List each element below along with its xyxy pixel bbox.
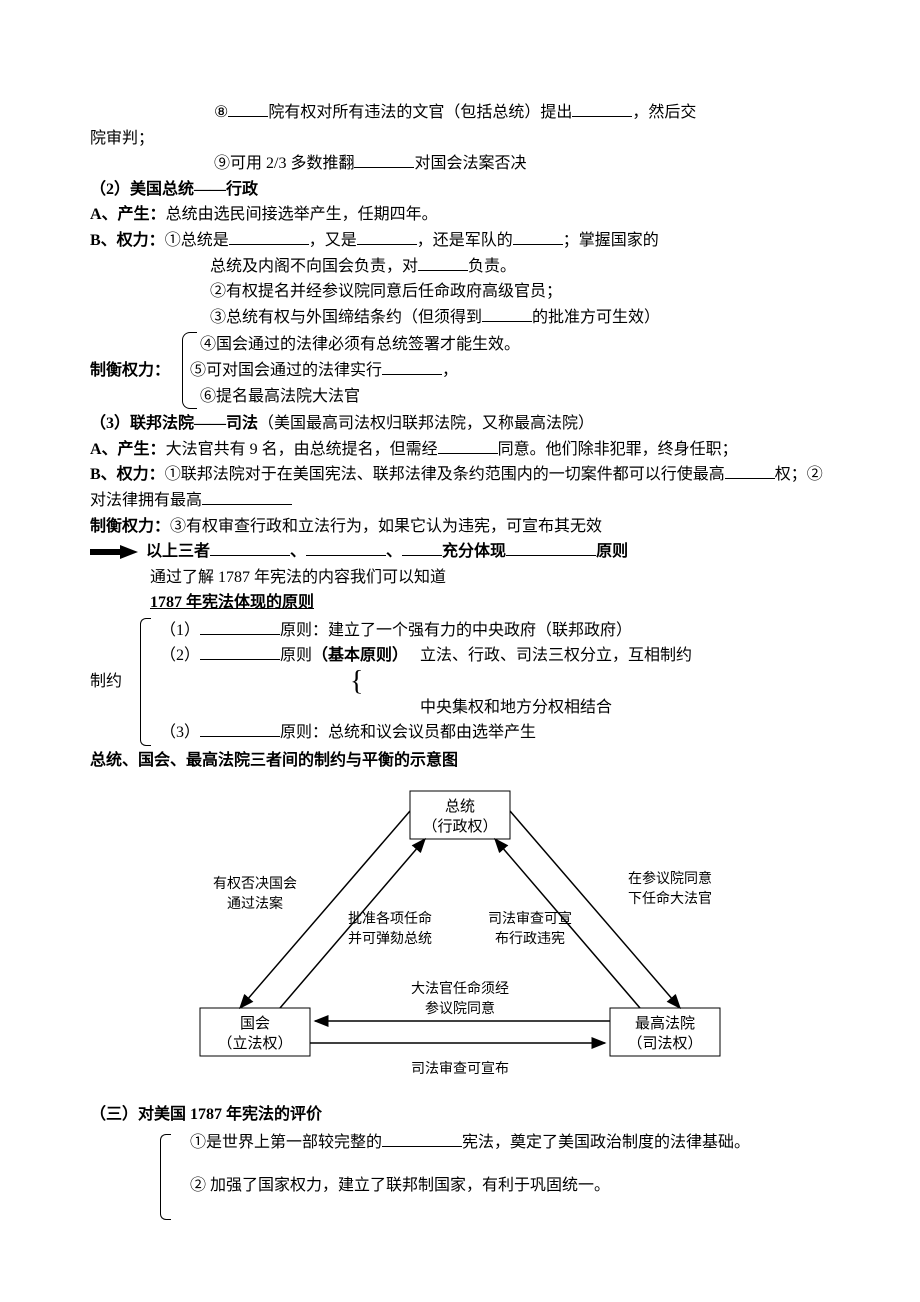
sec2-balance-group: ④国会通过的法律必须有总统签署才能生效。 制衡权力：⑤可对国会通过的法律实行， … xyxy=(90,332,830,409)
sec2-a: A、产生：总统由选民间接选举产生，任期四年。 xyxy=(90,202,830,228)
svg-text:批准各项任命: 批准各项任命 xyxy=(348,910,432,927)
arrow-right-icon xyxy=(120,545,138,559)
svg-text:（行政权）: （行政权） xyxy=(422,818,497,835)
svg-text:布行政违宪: 布行政违宪 xyxy=(495,930,565,947)
line-8b: 院审判； xyxy=(90,126,830,152)
eval-title: （三）对美国 1787 年宪法的评价 xyxy=(90,1102,830,1128)
svg-text:司法审查可宣布: 司法审查可宣布 xyxy=(411,1061,509,1077)
arrow-bar-icon xyxy=(90,549,120,555)
svg-text:司法审查可宣: 司法审查可宣 xyxy=(488,911,572,927)
diagram-title: 总统、国会、最高法院三者间的制约与平衡的示意图 xyxy=(90,748,830,774)
line-9: ⑨可用 2/3 多数推翻对国会法案否决 xyxy=(90,151,830,177)
principles-group: （1）原则：建立了一个强有力的中央政府（联邦政府） （2）原则（基本原则） 立法… xyxy=(90,618,830,746)
section-2-title: （2）美国总统——行政 xyxy=(90,177,830,203)
svg-text:最高法院: 最高法院 xyxy=(635,1014,695,1032)
svg-text:（立法权）: （立法权） xyxy=(217,1035,292,1052)
principles-title: 1787 年宪法体现的原则 xyxy=(90,590,830,616)
svg-text:并可弹劾总统: 并可弹劾总统 xyxy=(348,931,432,947)
brace-icon: { xyxy=(350,672,363,692)
sec2-b2: ②有权提名并经参议院同意后任命政府高级官员； xyxy=(90,279,830,305)
svg-text:总统: 总统 xyxy=(445,798,475,815)
summary-line: 以上三者、、充分体现原则 xyxy=(90,539,830,565)
svg-text:大法官任命须经: 大法官任命须经 xyxy=(411,980,509,997)
line-8: ⑧院有权对所有违法的文官（包括总统）提出，然后交 xyxy=(90,100,830,126)
eval-group: ①是世界上第一部较完整的宪法，奠定了美国政治制度的法律基础。 ② 加强了国家权力… xyxy=(90,1130,830,1220)
svg-text:国会: 国会 xyxy=(240,1015,270,1032)
sec3-a: A、产生：大法官共有 9 名，由总统提名，但需经同意。他们除非犯罪，终身任职； xyxy=(90,437,830,463)
svg-text:有权否决国会: 有权否决国会 xyxy=(213,876,297,892)
section-3-title: （3）联邦法院——司法（美国最高司法权归联邦法院，又称最高法院） xyxy=(90,411,830,437)
sec2-b1: B、权力：①总统是，又是，还是军队的；掌握国家的 xyxy=(90,228,830,254)
sec2-b1b: 总统及内阁不向国会负责，对负责。 xyxy=(90,254,830,280)
summary-line2: 通过了解 1787 年宪法的内容我们可以知道 xyxy=(90,565,830,591)
svg-text:（司法权）: （司法权） xyxy=(627,1035,702,1052)
checks-balances-diagram: 总统 （行政权） 国会 （立法权） 最高法院 （司法权） 有权否决国会 通过法案… xyxy=(150,783,770,1092)
svg-text:下任命大法官: 下任命大法官 xyxy=(628,890,712,907)
svg-text:在参议院同意: 在参议院同意 xyxy=(628,870,712,887)
sec2-b3: ③总统有权与外国缔结条约（但须得到的批准方可生效） xyxy=(90,305,830,331)
sec3-balance: 制衡权力：③有权审查行政和立法行为，如果它认为违宪，可宣布其无效 xyxy=(90,514,830,540)
svg-text:参议院同意: 参议院同意 xyxy=(425,1000,495,1017)
sec3-b: B、权力：①联邦法院对于在美国宪法、联邦法律及条约范围内的一切案件都可以行使最高… xyxy=(90,462,830,513)
svg-text:通过法案: 通过法案 xyxy=(227,895,283,912)
